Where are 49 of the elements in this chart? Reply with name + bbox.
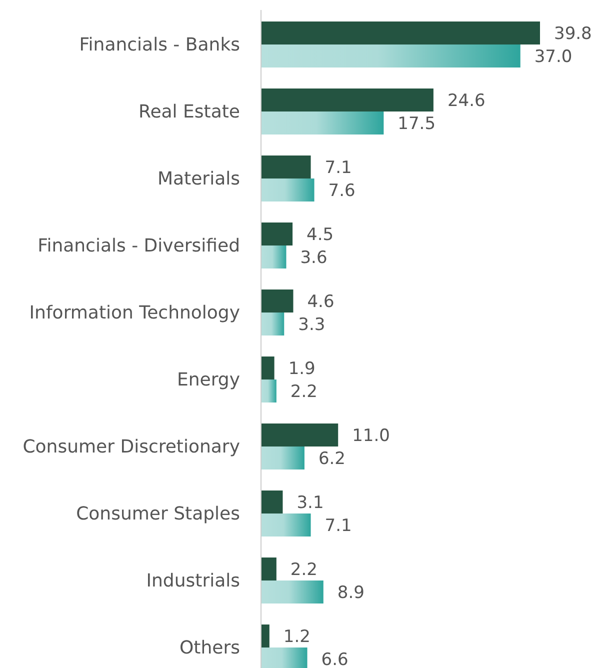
bar (261, 246, 286, 268)
data-label: 7.1 (324, 158, 352, 178)
bar (261, 222, 293, 246)
data-label: 3.1 (296, 493, 324, 513)
bar (261, 580, 324, 604)
data-label: 8.9 (337, 583, 364, 603)
data-label: 11.0 (352, 426, 390, 446)
bar (261, 424, 338, 446)
bar (261, 112, 384, 134)
data-label: 24.6 (447, 91, 486, 111)
bar (261, 312, 284, 336)
data-label: 2.2 (290, 382, 318, 402)
bar (261, 490, 283, 514)
y-tick-label: Industrials (146, 570, 240, 592)
bar (261, 446, 304, 470)
y-tick-label: Materials (157, 168, 240, 190)
data-label: 7.6 (328, 181, 356, 201)
bar (261, 380, 276, 402)
bar (261, 356, 274, 380)
bar (261, 558, 276, 580)
data-label: 7.1 (324, 516, 352, 536)
data-label: 6.6 (321, 650, 348, 668)
bar (261, 22, 540, 44)
data-label: 17.5 (398, 114, 436, 134)
data-label: 3.3 (298, 315, 326, 335)
data-label: 4.5 (306, 225, 334, 245)
data-label: 6.2 (318, 449, 346, 469)
data-label: 1.2 (283, 627, 310, 647)
data-label: 37.0 (534, 47, 572, 67)
bar (261, 624, 270, 648)
bar (261, 290, 294, 312)
bar (261, 44, 520, 68)
bar (261, 178, 314, 202)
data-label: 3.6 (300, 248, 328, 268)
y-tick-label: Consumer Discretionary (22, 436, 240, 458)
y-tick-label: Others (180, 638, 240, 658)
data-label: 1.9 (288, 359, 316, 379)
bar (261, 156, 311, 178)
y-tick-label: Financials - Diversified (38, 236, 240, 256)
y-tick-label: Consumer Staples (76, 504, 240, 524)
data-label: 2.2 (290, 560, 318, 580)
data-label: 39.8 (554, 24, 592, 44)
bar (261, 88, 434, 112)
y-tick-label: Energy (176, 370, 240, 390)
y-tick-label: Real Estate (138, 102, 240, 122)
y-tick-label: Financials - Banks (79, 34, 240, 56)
y-tick-label: Information Technology (29, 302, 240, 324)
data-label: 4.6 (307, 292, 334, 312)
bar (261, 514, 311, 536)
